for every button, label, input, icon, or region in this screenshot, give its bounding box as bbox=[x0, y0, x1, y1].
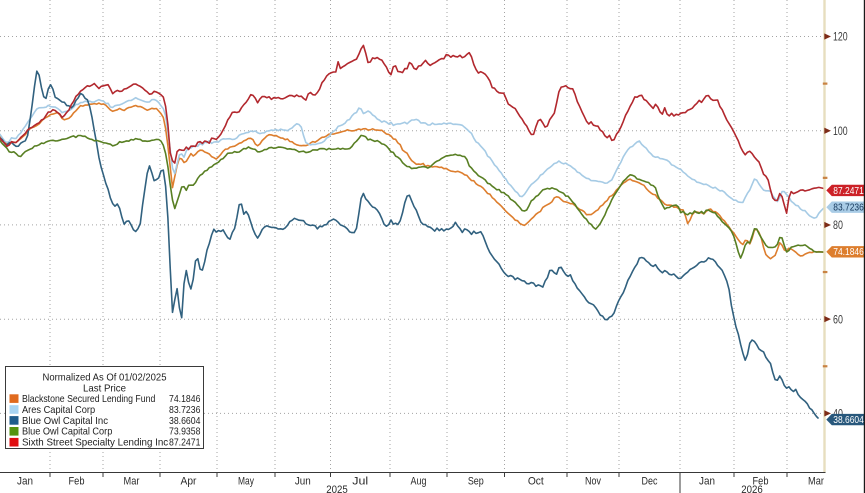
svg-text:80: 80 bbox=[833, 220, 843, 232]
svg-text:May: May bbox=[238, 476, 254, 488]
svg-text:87.2471: 87.2471 bbox=[169, 438, 201, 449]
svg-text:Sixth Street Specialty Lending: Sixth Street Specialty Lending Inc bbox=[22, 438, 168, 449]
svg-text:Apr: Apr bbox=[181, 476, 197, 488]
svg-text:Feb: Feb bbox=[753, 476, 769, 488]
svg-text:Jun: Jun bbox=[295, 476, 311, 488]
svg-text:Oct: Oct bbox=[528, 476, 545, 488]
svg-text:2025: 2025 bbox=[326, 484, 348, 493]
svg-text:Jan: Jan bbox=[17, 476, 33, 488]
svg-text:2026: 2026 bbox=[741, 484, 763, 493]
svg-text:Jan: Jan bbox=[699, 476, 715, 488]
svg-text:Jul: Jul bbox=[352, 476, 368, 488]
svg-text:Normalized As Of 01/02/2025: Normalized As Of 01/02/2025 bbox=[43, 373, 167, 384]
svg-text:74.1846: 74.1846 bbox=[169, 394, 201, 405]
svg-text:100: 100 bbox=[833, 126, 848, 138]
svg-text:120: 120 bbox=[833, 32, 848, 44]
svg-text:Last Price: Last Price bbox=[83, 384, 126, 395]
svg-text:Ares Capital Corp: Ares Capital Corp bbox=[22, 405, 95, 416]
svg-text:38.6604: 38.6604 bbox=[169, 416, 201, 427]
svg-text:Sep: Sep bbox=[468, 476, 484, 488]
svg-text:73.9358: 73.9358 bbox=[169, 427, 201, 438]
svg-text:83.7236: 83.7236 bbox=[169, 405, 201, 416]
svg-text:Mar: Mar bbox=[808, 476, 824, 488]
svg-text:Nov: Nov bbox=[585, 476, 601, 488]
svg-text:74.1846: 74.1846 bbox=[833, 247, 864, 258]
svg-text:87.2471: 87.2471 bbox=[833, 186, 864, 197]
svg-text:Mar: Mar bbox=[124, 476, 140, 488]
svg-text:60: 60 bbox=[833, 314, 843, 326]
svg-text:Aug: Aug bbox=[411, 476, 427, 488]
svg-text:83.7236: 83.7236 bbox=[833, 203, 864, 214]
svg-text:Dec: Dec bbox=[642, 476, 658, 488]
svg-text:Blue Owl Capital Corp: Blue Owl Capital Corp bbox=[22, 427, 113, 438]
svg-text:38.6604: 38.6604 bbox=[833, 415, 864, 426]
svg-text:Blackstone Secured Lending Fun: Blackstone Secured Lending Fund bbox=[22, 394, 156, 405]
svg-text:Feb: Feb bbox=[69, 476, 85, 488]
svg-text:Blue Owl Capital Inc: Blue Owl Capital Inc bbox=[22, 416, 108, 427]
